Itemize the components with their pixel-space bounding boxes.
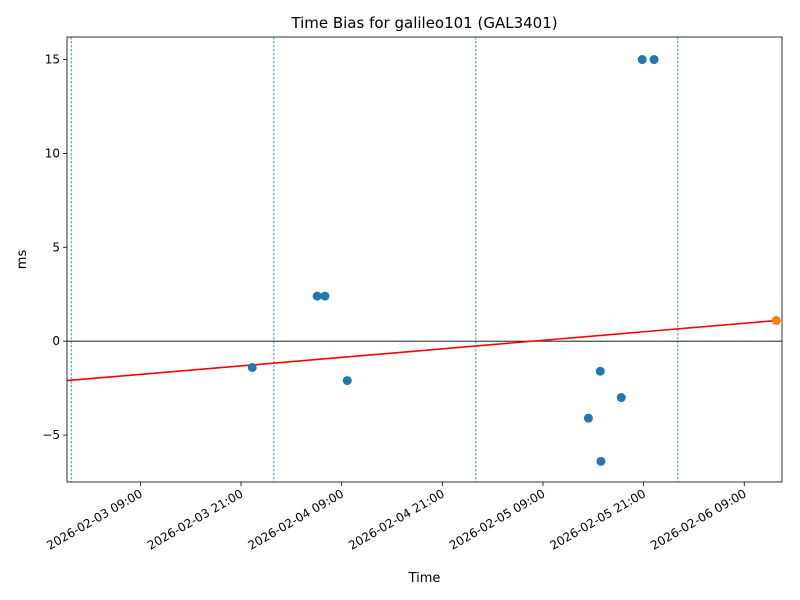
data-point-0-0 <box>247 362 257 372</box>
x-tick-label-2: 2026-02-04 09:00 <box>246 486 347 552</box>
data-point-0-5 <box>595 366 605 376</box>
x-tick-label-1: 2026-02-03 21:00 <box>145 486 246 552</box>
vertical-markers <box>70 37 679 482</box>
x-tick-label-3: 2026-02-04 21:00 <box>346 486 447 552</box>
x-tick-label-5: 2026-02-05 21:00 <box>547 486 648 552</box>
y-tick-label-1: 0 <box>52 334 60 348</box>
data-point-0-6 <box>596 456 606 466</box>
data-point-0-3 <box>342 376 352 386</box>
y-axis-ticks: −5 0 5 10 15 <box>42 53 67 442</box>
x-tick-label-0: 2026-02-03 09:00 <box>44 486 145 552</box>
y-tick-label-0: −5 <box>42 428 60 442</box>
y-tick-label-2: 5 <box>52 240 60 254</box>
plot-background <box>67 37 782 482</box>
data-points <box>247 55 781 466</box>
data-point-0-8 <box>637 55 647 65</box>
data-point-1-0 <box>771 316 781 326</box>
trend-line <box>66 319 777 382</box>
y-tick-label-3: 10 <box>45 146 60 160</box>
data-point-0-1 <box>312 291 322 301</box>
data-point-0-9 <box>649 55 659 65</box>
plot-frame <box>66 36 783 483</box>
y-tick-label-4: 15 <box>45 53 60 67</box>
data-point-0-7 <box>616 393 626 403</box>
y-axis-title: ms <box>15 250 30 270</box>
x-axis-title: Time <box>408 571 441 586</box>
data-point-0-4 <box>583 413 593 423</box>
chart-title: Time Bias for galileo101 (GAL3401) <box>290 14 557 32</box>
x-axis-ticks: 2026-02-03 09:00 2026-02-03 21:00 2026-02-… <box>44 482 749 553</box>
x-tick-label-6: 2026-02-06 09:00 <box>648 486 749 552</box>
data-point-0-2 <box>320 291 330 301</box>
x-tick-label-4: 2026-02-05 09:00 <box>447 486 548 552</box>
